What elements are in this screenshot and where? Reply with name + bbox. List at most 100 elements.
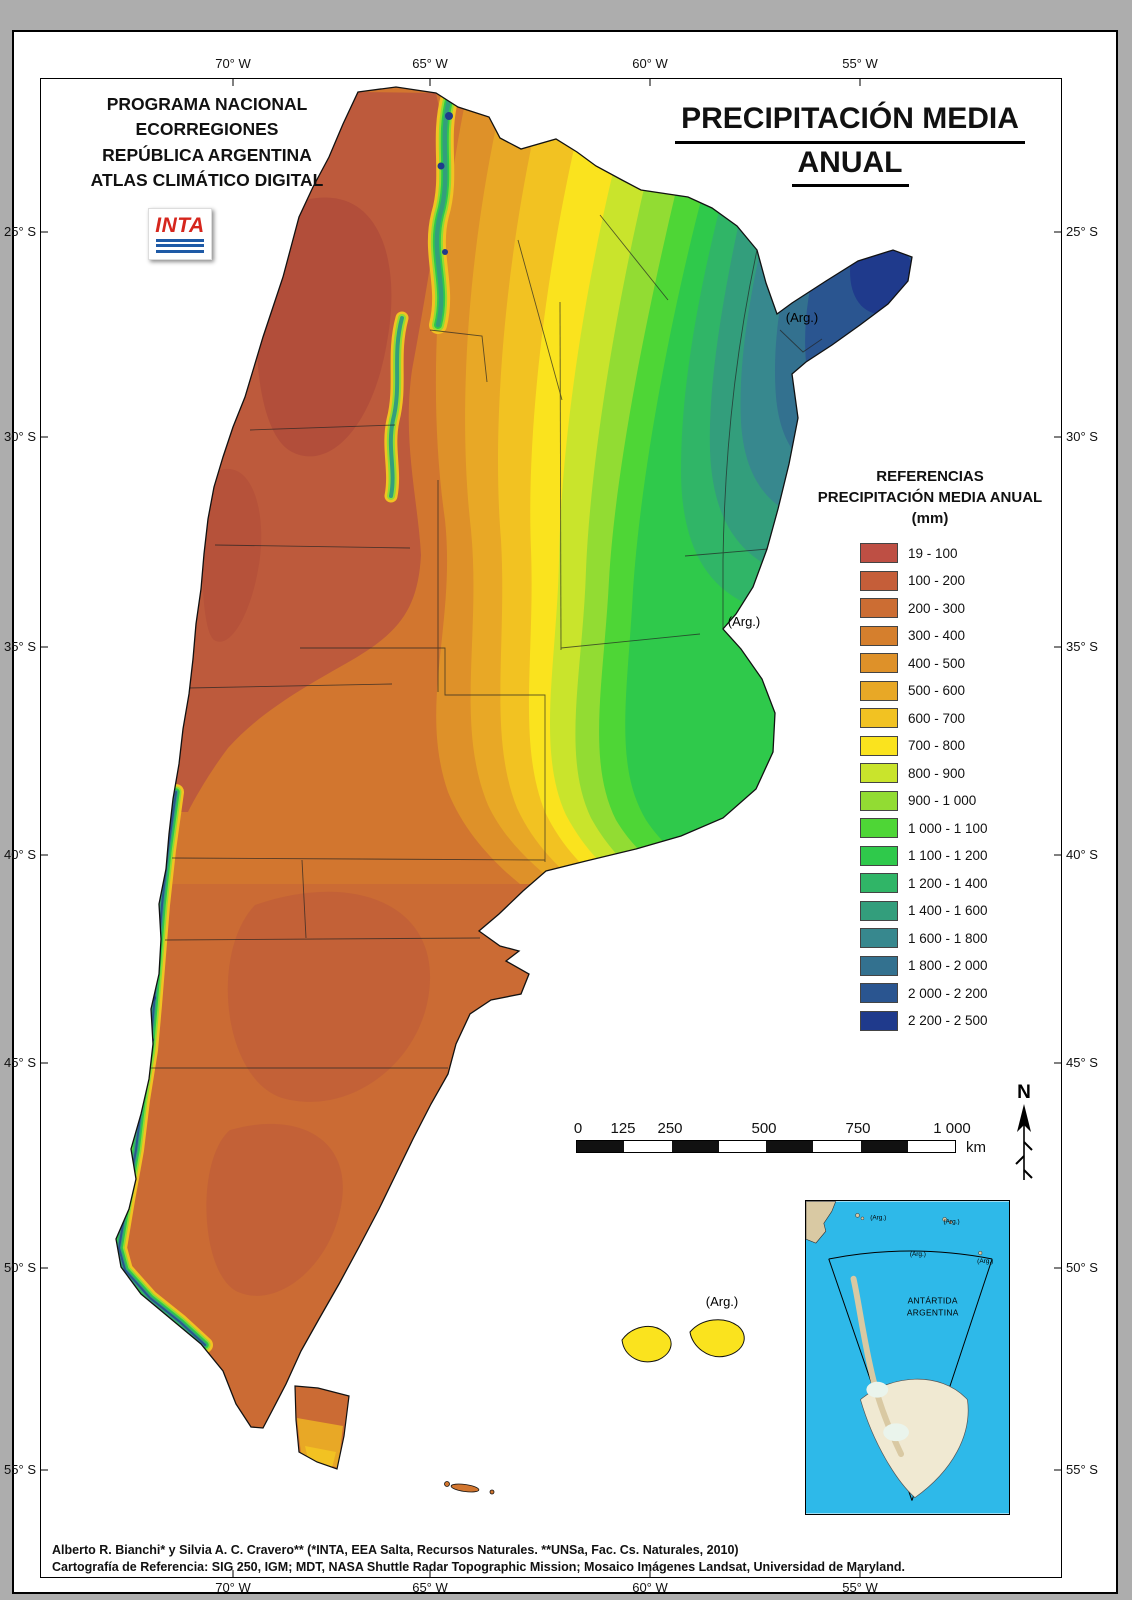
- cuyo-arid-tongue: [202, 468, 262, 642]
- north-arrow-shaft: [1023, 1125, 1025, 1180]
- legend-item: 1 100 - 1 200: [860, 845, 1070, 866]
- inset-arg-label: (Arg.): [977, 1258, 993, 1265]
- legend-item: 400 - 500: [860, 653, 1070, 673]
- legend-item: 800 - 900: [860, 763, 1070, 783]
- legend-swatch: [860, 845, 898, 866]
- scale-segment: [766, 1141, 814, 1152]
- north-arrow-barbs: [1015, 1141, 1033, 1179]
- legend-item: 1 800 - 2 000: [860, 955, 1070, 976]
- scale-bar-segments: [576, 1140, 956, 1153]
- lon-label-bottom: 70° W: [215, 1580, 251, 1595]
- lon-label-top: 65° W: [412, 56, 448, 71]
- map-frame: [40, 78, 1062, 1578]
- legend-swatch: [860, 653, 898, 673]
- arg-annotation-malvinas: (Arg.): [706, 1294, 739, 1309]
- legend-label: 500 - 600: [908, 683, 966, 698]
- legend-swatch: [860, 900, 898, 921]
- lon-label-bottom: 55° W: [842, 1580, 878, 1595]
- inset-south-america-tip: [806, 1201, 837, 1244]
- legend-label: 2 000 - 2 200: [908, 985, 988, 1001]
- legend-title-line: (mm): [911, 510, 949, 527]
- legend-label: 800 - 900: [908, 765, 966, 781]
- legend-label: 600 - 700: [908, 710, 966, 726]
- lon-label-top: 55° W: [842, 56, 878, 71]
- argentina-outline: [115, 86, 913, 1429]
- scale-label: 0: [573, 1120, 583, 1137]
- lon-label-top: 70° W: [215, 56, 251, 71]
- lon-label-bottom: 65° W: [412, 1580, 448, 1595]
- legend-swatch: [860, 955, 898, 976]
- legend-label: 200 - 300: [908, 600, 966, 616]
- north-arrow-label: N: [1017, 1082, 1031, 1103]
- inset-arg-label: (Arg.): [910, 1251, 926, 1258]
- inset-arg-label: (Arg.): [944, 1218, 960, 1225]
- legend-item: 19 - 100: [860, 543, 1070, 563]
- lat-label-left: 25° S: [4, 224, 36, 239]
- legend-item: 1 600 - 1 800: [860, 928, 1070, 948]
- malvinas-islands: [621, 1319, 745, 1363]
- program-line: PROGRAMA NACIONAL: [106, 94, 308, 114]
- program-line: ATLAS CLIMÁTICO DIGITAL: [90, 170, 324, 191]
- legend-item: 200 - 300: [860, 598, 1070, 618]
- scale-segment: [671, 1141, 719, 1152]
- legend-swatch: [860, 680, 898, 701]
- legend-label: 1 800 - 2 000: [908, 958, 988, 973]
- inta-logo-stripe: [156, 249, 204, 253]
- credits-line2: Cartografía de Referencia: SIG 250, IGM;…: [52, 1559, 905, 1574]
- patagonia-andes-strip: [116, 784, 213, 1353]
- lat-label-left: 30° S: [4, 429, 36, 444]
- lat-label-left: 35° S: [4, 639, 36, 654]
- northwest-arid-core: [256, 197, 392, 457]
- map-title-line1: PRECIPITACIÓN MEDIA: [675, 100, 1025, 144]
- legend-item: 2 000 - 2 200: [860, 983, 1070, 1003]
- scale-label: 1 000: [933, 1120, 971, 1137]
- tdf-south-band: [305, 1446, 336, 1468]
- lat-label-right: 25° S: [1066, 224, 1098, 239]
- legend-label: 700 - 800: [908, 738, 966, 753]
- scale-unit: km: [966, 1139, 986, 1156]
- lat-label-right: 50° S: [1066, 1260, 1098, 1275]
- legend-item: 900 - 1 000: [860, 790, 1070, 811]
- legend-item: 1 400 - 1 600: [860, 900, 1070, 921]
- lat-label-right: 40° S: [1066, 847, 1098, 862]
- yungas-strip: [384, 87, 459, 503]
- scale-label: 750: [845, 1120, 871, 1137]
- legend-label: 1 600 - 1 800: [908, 930, 988, 946]
- legend-swatch: [860, 818, 898, 838]
- lat-label-right: 35° S: [1066, 639, 1098, 654]
- tierra-del-fuego-outline: [294, 1385, 350, 1470]
- arg-annotation-northeast: (Arg.): [786, 310, 819, 325]
- map-title: PRECIPITACIÓN MEDIA ANUAL: [650, 100, 1050, 187]
- program-line: ECORREGIONES: [135, 119, 279, 140]
- inset-title-line: ARGENTINA: [907, 1307, 959, 1317]
- legend-swatch: [860, 625, 898, 646]
- legend-label: 300 - 400: [908, 628, 966, 643]
- legend-swatch: [860, 543, 898, 563]
- legend-label: 100 - 200: [908, 573, 966, 588]
- legend-label: 900 - 1 000: [908, 793, 977, 808]
- legend-item: 600 - 700: [860, 708, 1070, 728]
- legend-title-line: REFERENCIAS: [876, 468, 984, 485]
- scale-segment: [813, 1141, 860, 1152]
- scale-segment: [577, 1141, 625, 1152]
- legend-item: 2 200 - 2 500: [860, 1010, 1070, 1031]
- lat-label-right: 55° S: [1066, 1462, 1098, 1477]
- scale-label: 125: [610, 1120, 636, 1137]
- legend-swatch: [860, 928, 898, 948]
- inset-title-line: ANTÁRTIDA: [908, 1296, 958, 1306]
- north-arrow: N: [1015, 1082, 1033, 1180]
- legend-label: 19 - 100: [908, 545, 958, 561]
- patagonia-meseta-patch: [227, 891, 431, 1102]
- legend-swatch: [860, 570, 898, 591]
- scale-label: 250: [657, 1120, 683, 1137]
- lat-label-left: 50° S: [4, 1260, 36, 1275]
- map-title-line2: ANUAL: [791, 144, 909, 187]
- legend-item: 300 - 400: [860, 625, 1070, 646]
- inta-logo-stripe: [156, 238, 204, 242]
- legend-swatch: [860, 1010, 898, 1031]
- scale-segment: [719, 1141, 766, 1152]
- legend-label: 400 - 500: [908, 655, 966, 671]
- inta-logo: INTA: [148, 208, 212, 260]
- legend-label: 1 000 - 1 100: [908, 820, 988, 836]
